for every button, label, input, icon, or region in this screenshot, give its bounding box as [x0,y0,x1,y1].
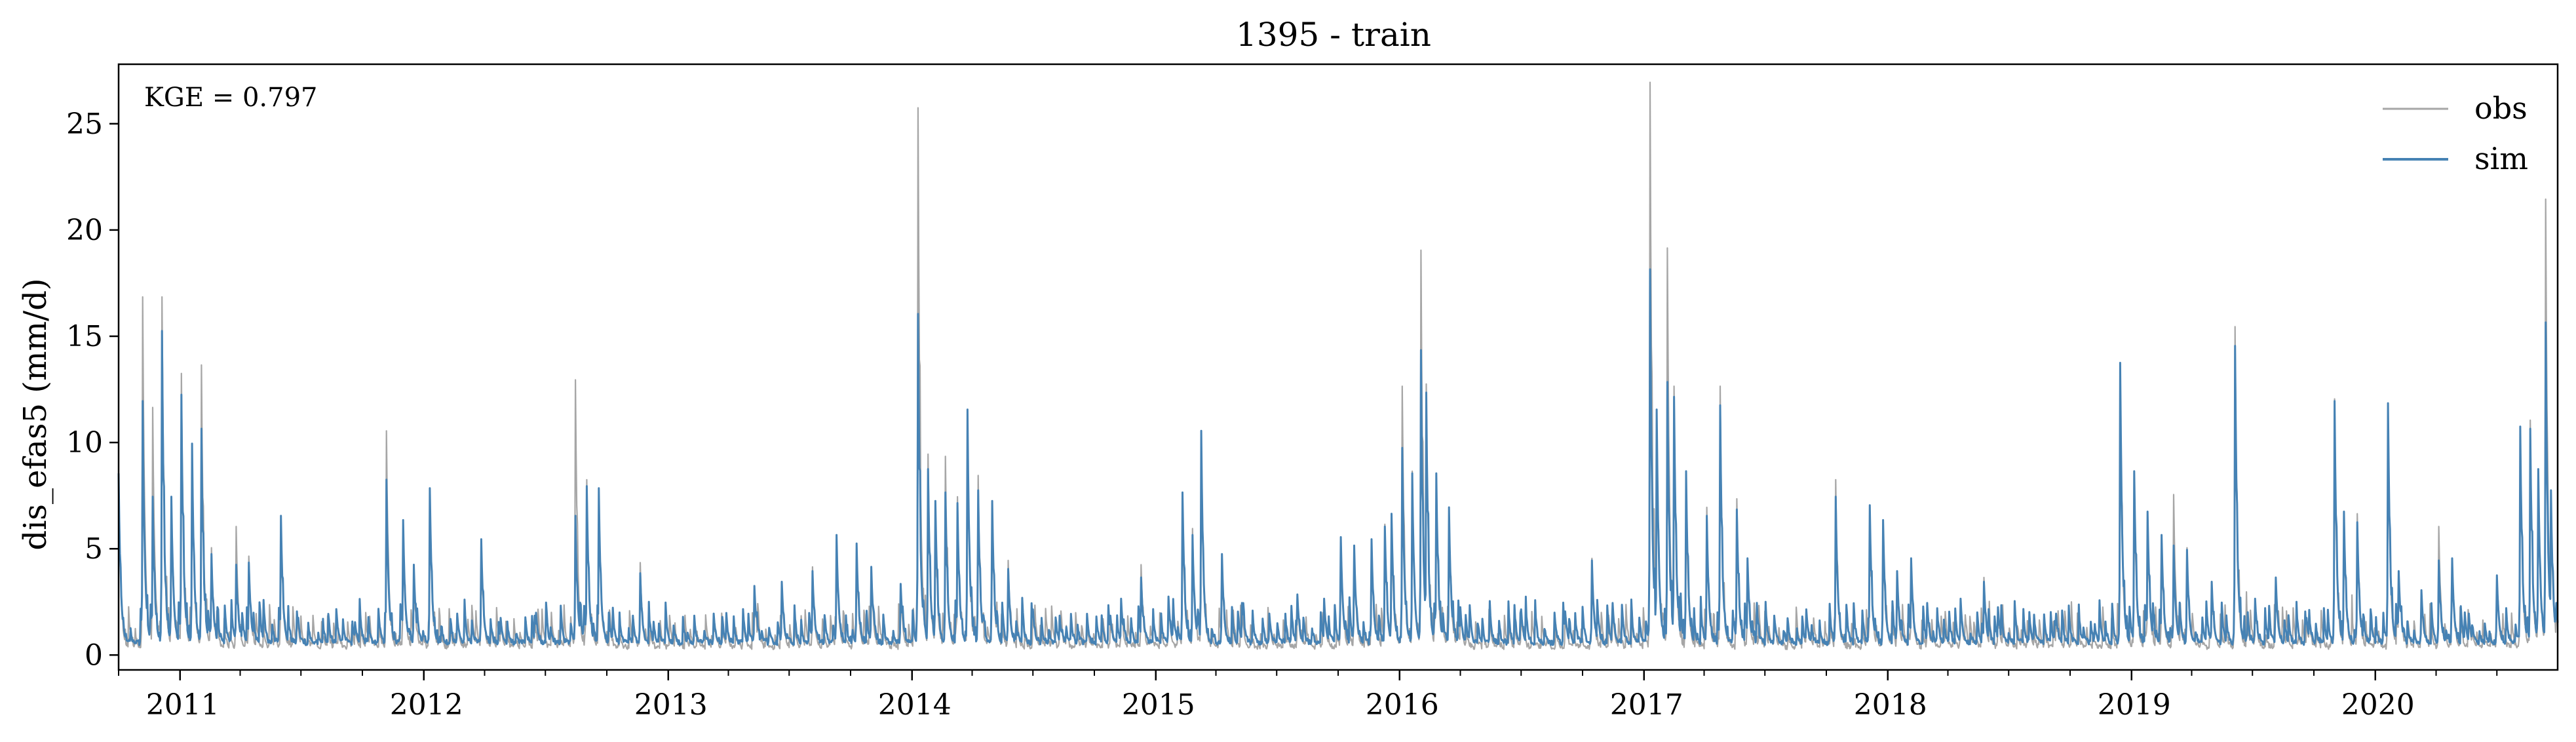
x-tick-label: 2019 [2098,688,2171,722]
series-line-sim [117,268,2559,646]
y-tick-label: 20 [66,214,103,247]
x-axis-ticks: 2011 2012 2013 2014 2015 2016 2017 2018 2019 2020 [118,670,2498,722]
x-tick-label: 2020 [2341,688,2415,722]
legend-label-sim: sim [2474,141,2528,176]
x-tick-label: 2017 [1610,688,1683,722]
x-tick-label: 2014 [878,688,952,722]
legend-label-obs: obs [2474,90,2528,126]
x-tick-label: 2011 [146,688,220,722]
x-tick-label: 2018 [1854,688,1927,722]
y-tick-label: 15 [66,320,103,353]
x-tick-label: 2012 [390,688,463,722]
y-tick-label: 5 [85,532,103,566]
legend: obs sim [2383,90,2528,176]
y-tick-label: 10 [66,426,103,459]
chart-title: 1395 - train [1236,16,1431,54]
x-tick-label: 2013 [634,688,708,722]
x-tick-label: 2015 [1122,688,1195,722]
y-axis-label: dis_efas5 (mm/d) [17,278,54,550]
kge-annotation: KGE = 0.797 [144,83,318,113]
series-layer [117,81,2559,650]
y-tick-label: 25 [66,107,103,141]
y-axis-ticks: 0 5 10 15 20 25 [66,107,119,672]
x-tick-label: 2016 [1366,688,1439,722]
plot-frame [117,63,2559,671]
y-tick-label: 0 [85,638,103,672]
